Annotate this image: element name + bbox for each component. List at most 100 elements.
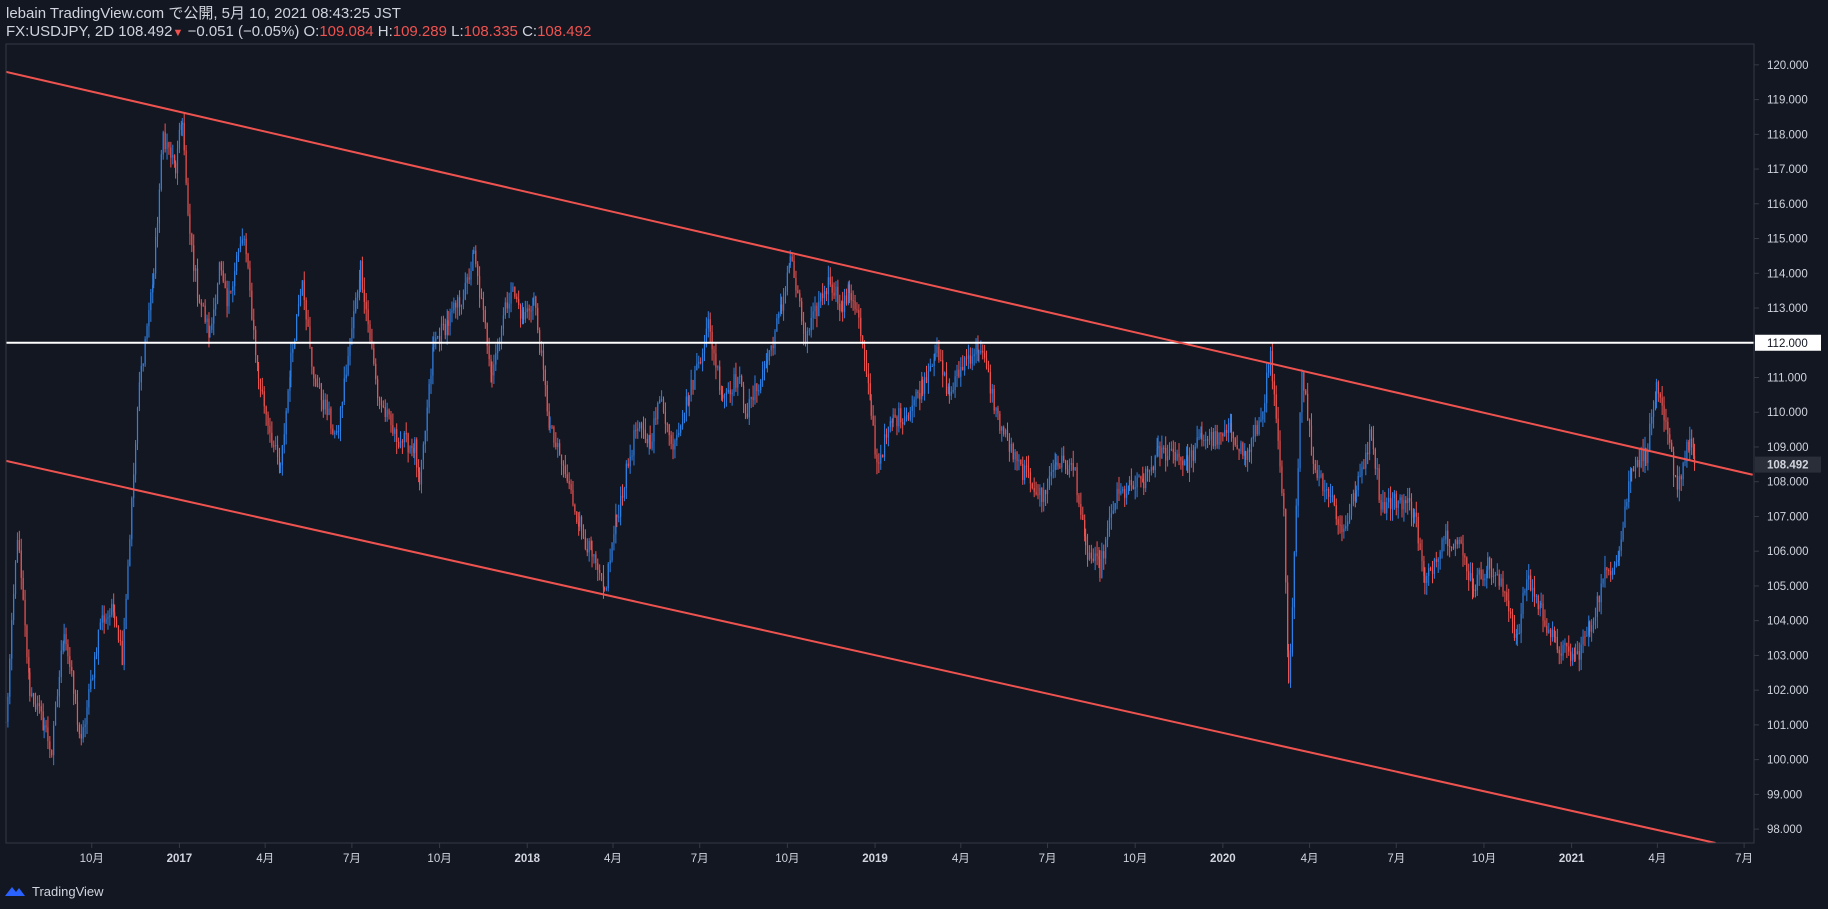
candle-body [109,615,111,618]
candle-body [51,749,53,756]
candle [478,266,481,308]
candle [1180,456,1182,470]
candle-body [602,575,605,588]
candle-body [407,433,409,453]
candle-body [1388,497,1390,503]
candle [927,363,930,394]
candle-body [307,319,309,327]
candle [681,410,684,430]
candle [275,436,277,450]
candle [869,373,871,401]
candle [566,464,568,484]
candle-body [440,323,443,343]
candle [1216,424,1218,449]
candle-body [1636,459,1638,466]
candle-body [320,383,323,401]
candle-body [1350,504,1353,516]
candle-body [1468,571,1470,581]
candle-body [1513,621,1516,638]
candle [357,289,359,309]
candle-body [148,310,150,327]
candle-body [705,328,707,346]
candle [1010,437,1012,453]
candle-body [1168,449,1171,457]
candle [969,347,971,369]
candle [1242,441,1244,460]
candle [1140,475,1142,488]
candle [1487,552,1489,579]
candle-body [780,304,782,314]
candle [564,454,566,479]
candle [856,302,858,313]
candle [1106,520,1109,548]
candle [148,302,150,338]
candle [1267,363,1270,378]
candle [678,422,680,438]
candle [719,360,721,395]
candle-body [375,363,377,380]
candle-body [1464,555,1466,558]
candle-body [424,430,426,445]
candle [995,406,997,418]
candle [20,538,22,590]
candle [752,385,754,407]
candle [1558,646,1560,665]
candle-body [1484,578,1486,581]
candle [296,313,298,342]
candle-body [1471,573,1474,590]
candle-body [1172,448,1174,452]
drawings[interactable] [6,70,1754,843]
candle [1146,465,1149,482]
candle-body [938,346,940,361]
candle-body [457,297,459,308]
candle [938,340,940,363]
candle [1008,433,1011,462]
candle-body [703,345,706,354]
candle [703,334,706,362]
candle [1554,630,1557,643]
candle [1345,515,1347,532]
candle-body [560,454,563,464]
candle-body [1359,475,1361,477]
candle-body [566,474,568,482]
candle-body [997,407,999,414]
tradingview-logo-icon[interactable] [4,884,26,898]
candle [113,593,115,618]
candle-body [1492,575,1495,578]
candle-body [657,403,659,420]
candle-body [1539,604,1541,610]
candle [1110,504,1112,530]
candle [1624,499,1626,528]
candle [162,130,164,160]
candle-body [1205,439,1207,441]
symbol-label[interactable]: FX:USDJPY, 2D [6,23,115,40]
candle [1085,528,1087,555]
hline-price-badge [1755,334,1821,351]
candle [885,428,888,445]
price-axis[interactable]: 98.00099.000100.000101.000102.000103.000… [1754,60,1821,836]
candle [692,379,694,395]
brand-label[interactable]: TradingView [32,883,104,899]
candle-body [774,331,776,349]
candle [687,392,689,407]
time-axis[interactable]: 10月 2017 4月 7月 10月 2018 4月 7月 10月 2019 4月 7月 10月 2020… [80,843,1753,865]
candle-body [982,351,984,353]
candle [1157,435,1159,457]
candle-body [256,355,259,365]
candle [1307,382,1309,422]
candle-body [591,549,593,557]
candle-body [1016,452,1018,462]
candle-body [1012,443,1014,460]
candle-body [845,295,848,304]
candle [1186,443,1189,474]
candle [570,479,572,494]
candle-body [1214,431,1216,447]
candle-body [784,291,787,297]
candle [365,293,367,322]
candle-body [390,414,392,426]
candle [1403,493,1405,522]
candle [195,264,197,282]
candle-body [45,725,47,728]
candle [1308,418,1311,438]
